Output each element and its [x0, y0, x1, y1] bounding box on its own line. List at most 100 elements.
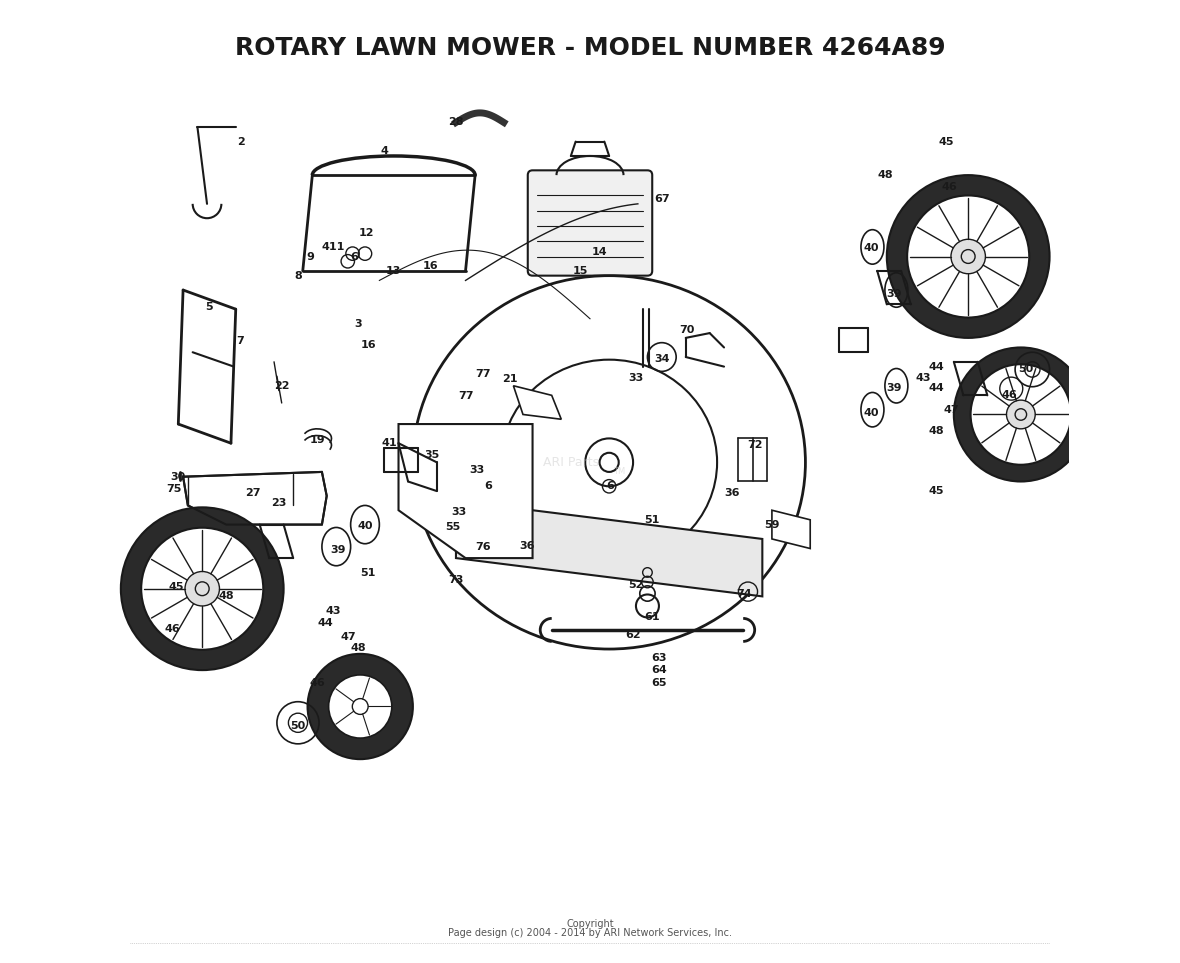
- Circle shape: [951, 239, 985, 273]
- Text: 48: 48: [218, 591, 234, 601]
- Text: 70: 70: [678, 325, 694, 335]
- Text: 50: 50: [1018, 364, 1034, 375]
- Text: 46: 46: [309, 678, 325, 688]
- Text: 33: 33: [628, 373, 643, 383]
- Text: 65: 65: [651, 678, 667, 688]
- Ellipse shape: [502, 359, 717, 565]
- Text: 76: 76: [476, 541, 491, 552]
- Text: 77: 77: [476, 369, 491, 379]
- Text: 28: 28: [448, 117, 464, 127]
- Text: 39: 39: [886, 382, 903, 393]
- Text: 33: 33: [470, 465, 485, 475]
- Text: 36: 36: [725, 488, 740, 498]
- Text: 40: 40: [358, 521, 373, 531]
- Text: 27: 27: [245, 488, 261, 498]
- Text: TM: TM: [612, 467, 625, 477]
- Text: 45: 45: [929, 486, 944, 496]
- Text: 13: 13: [386, 266, 401, 275]
- Text: 46: 46: [942, 182, 957, 192]
- Text: 14: 14: [591, 247, 608, 257]
- Text: 59: 59: [765, 520, 780, 530]
- Text: 5: 5: [205, 302, 212, 312]
- Circle shape: [308, 654, 413, 759]
- Text: 34: 34: [654, 354, 669, 364]
- Circle shape: [953, 348, 1088, 482]
- Text: Page design (c) 2004 - 2014 by ARI Network Services, Inc.: Page design (c) 2004 - 2014 by ARI Netwo…: [448, 928, 732, 938]
- Text: 64: 64: [651, 665, 667, 675]
- Text: 63: 63: [651, 653, 667, 663]
- Text: 48: 48: [350, 643, 366, 653]
- Text: 77: 77: [458, 391, 473, 402]
- Text: 9: 9: [307, 251, 314, 262]
- Text: 43: 43: [326, 606, 341, 615]
- Text: 52: 52: [628, 580, 643, 590]
- Text: ROTARY LAWN MOWER - MODEL NUMBER 4264A89: ROTARY LAWN MOWER - MODEL NUMBER 4264A89: [235, 37, 945, 61]
- Text: 45: 45: [938, 137, 953, 146]
- Text: 22: 22: [274, 380, 289, 391]
- Text: 40: 40: [864, 243, 879, 253]
- Polygon shape: [399, 424, 532, 559]
- Text: 44: 44: [929, 362, 944, 372]
- Text: 45: 45: [169, 582, 184, 592]
- Text: 35: 35: [425, 450, 440, 459]
- Text: 15: 15: [572, 266, 588, 275]
- Text: 44: 44: [929, 382, 944, 393]
- Text: Copyright: Copyright: [566, 919, 614, 929]
- Text: 73: 73: [448, 575, 464, 586]
- Text: 39: 39: [886, 289, 903, 299]
- Text: 72: 72: [747, 440, 762, 450]
- Text: 21: 21: [502, 374, 517, 384]
- Text: 6: 6: [350, 251, 359, 262]
- Text: 39: 39: [330, 545, 346, 556]
- Text: 411: 411: [322, 242, 345, 252]
- Text: 51: 51: [360, 568, 375, 579]
- Circle shape: [185, 571, 219, 606]
- Text: 51: 51: [644, 515, 660, 525]
- FancyBboxPatch shape: [527, 170, 653, 275]
- Text: 30: 30: [171, 472, 186, 482]
- Text: 8: 8: [294, 271, 302, 280]
- Text: 43: 43: [916, 373, 931, 383]
- Text: 16: 16: [361, 340, 376, 350]
- Text: 6: 6: [607, 482, 614, 491]
- Polygon shape: [513, 386, 562, 419]
- Text: 62: 62: [625, 630, 641, 639]
- Text: 47: 47: [341, 632, 356, 641]
- Text: 36: 36: [519, 540, 535, 551]
- Text: 74: 74: [736, 589, 752, 600]
- Polygon shape: [455, 501, 762, 596]
- Text: 46: 46: [1002, 390, 1017, 401]
- Circle shape: [971, 364, 1071, 465]
- Text: 48: 48: [929, 426, 944, 435]
- Circle shape: [887, 175, 1049, 338]
- Text: 75: 75: [166, 484, 182, 494]
- Text: 67: 67: [654, 195, 669, 204]
- Text: ARI Parts: ARI Parts: [543, 455, 599, 469]
- Circle shape: [907, 195, 1029, 318]
- Text: 47: 47: [943, 404, 959, 415]
- Circle shape: [328, 675, 392, 738]
- Text: 3: 3: [354, 319, 362, 328]
- Text: 33: 33: [451, 508, 466, 517]
- Circle shape: [1007, 400, 1035, 429]
- Text: 6: 6: [485, 482, 492, 491]
- Polygon shape: [183, 472, 327, 525]
- Polygon shape: [772, 510, 811, 549]
- Text: 2: 2: [237, 137, 244, 146]
- Text: 41: 41: [381, 438, 396, 448]
- Text: 44: 44: [317, 618, 334, 628]
- Text: 40: 40: [864, 407, 879, 418]
- Circle shape: [142, 528, 263, 650]
- Circle shape: [120, 508, 283, 670]
- Text: 23: 23: [271, 498, 287, 508]
- Text: 16: 16: [422, 261, 438, 271]
- Text: 50: 50: [290, 720, 306, 731]
- Text: 7: 7: [237, 336, 244, 346]
- Text: 4: 4: [380, 146, 388, 156]
- Text: 55: 55: [446, 523, 460, 533]
- Ellipse shape: [413, 275, 806, 649]
- Text: 12: 12: [359, 227, 375, 238]
- Text: 48: 48: [877, 170, 893, 180]
- Text: 61: 61: [644, 612, 660, 622]
- Text: 19: 19: [309, 435, 325, 445]
